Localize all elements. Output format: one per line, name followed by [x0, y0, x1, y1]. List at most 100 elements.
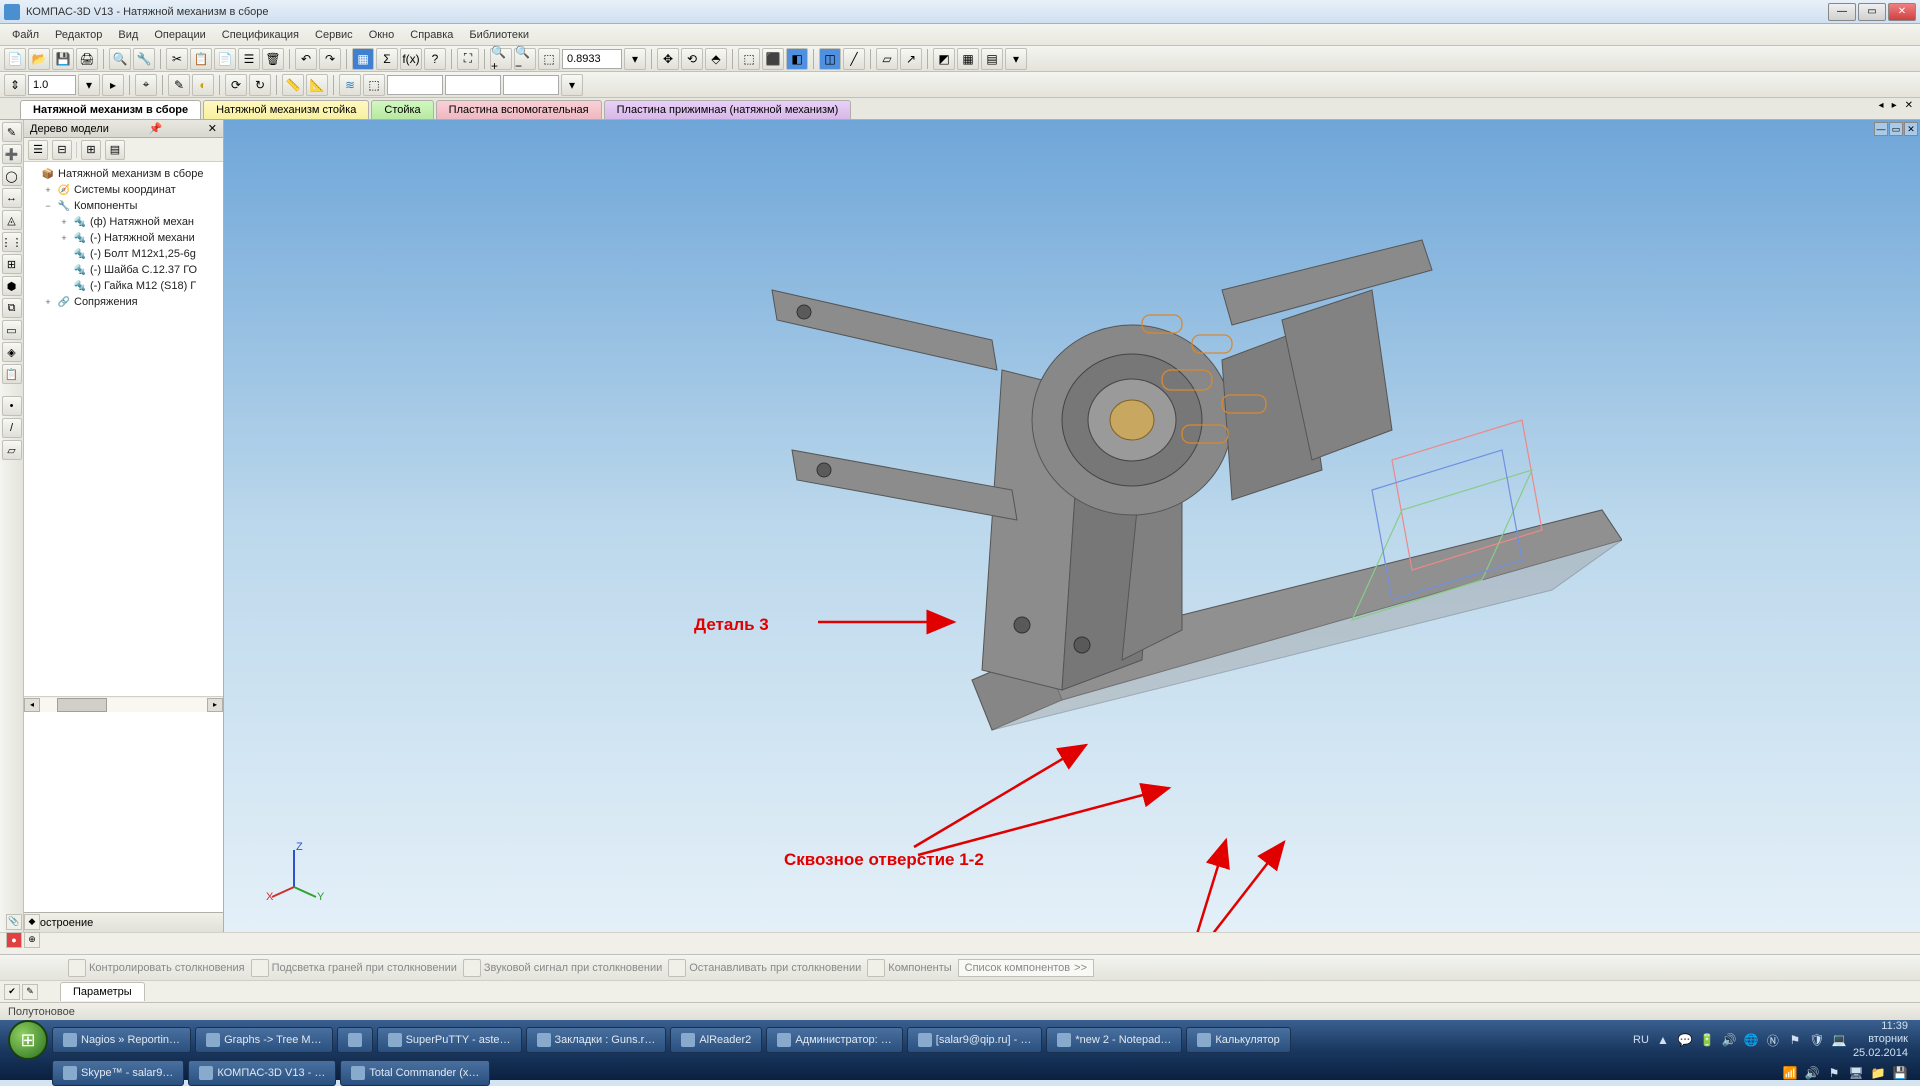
open-icon[interactable]: 📂: [28, 48, 50, 70]
chevron-down-icon[interactable]: ▾: [624, 48, 646, 70]
tree-node[interactable]: +🔩(-) Натяжной механи: [26, 230, 221, 246]
opt-components[interactable]: Компоненты: [867, 959, 951, 977]
move-icon[interactable]: ✥: [657, 48, 679, 70]
tree-view1-icon[interactable]: ☰: [28, 140, 48, 160]
opt-ic2[interactable]: ◆: [24, 914, 40, 930]
copy-icon[interactable]: 📋: [190, 48, 212, 70]
properties-icon[interactable]: ☰: [238, 48, 260, 70]
spatial-icon[interactable]: ⬢: [2, 276, 22, 296]
task-button[interactable]: Nagios » Reportin…: [52, 1027, 191, 1053]
vp-min-icon[interactable]: —: [1874, 122, 1888, 136]
tree-view3-icon[interactable]: ⊞: [81, 140, 101, 160]
sketch-icon[interactable]: ✎: [168, 74, 190, 96]
opt-stop[interactable]: Останавливать при столкновении: [668, 959, 861, 977]
param-icon[interactable]: ✎: [22, 984, 38, 1000]
wireframe-icon[interactable]: ⬚: [738, 48, 760, 70]
menu-libs[interactable]: Библиотеки: [461, 26, 537, 44]
layers-icon[interactable]: ▤: [981, 48, 1003, 70]
simplify-icon[interactable]: ▦: [957, 48, 979, 70]
tray-icon[interactable]: ⚑: [1826, 1065, 1842, 1081]
zoom-window-icon[interactable]: ⬚: [538, 48, 560, 70]
task-button[interactable]: AlReader2: [670, 1027, 762, 1053]
tray-icon[interactable]: 💻: [1831, 1032, 1847, 1048]
minimize-button[interactable]: —: [1828, 3, 1856, 21]
clock[interactable]: 11:39 вторник 25.02.2014: [1853, 1020, 1908, 1060]
grid-icon[interactable]: ▦: [352, 48, 374, 70]
apply-icon[interactable]: ✔: [4, 984, 20, 1000]
lang-indicator[interactable]: RU: [1633, 1034, 1649, 1046]
scroll-thumb[interactable]: [57, 698, 107, 712]
close-tree-icon[interactable]: ✕: [208, 122, 217, 135]
field3[interactable]: [503, 75, 559, 95]
chevron-down-icon[interactable]: ▾: [78, 74, 100, 96]
zoom-input[interactable]: [562, 49, 622, 69]
task-button[interactable]: Администратор: …: [766, 1027, 902, 1053]
filter-edge-icon[interactable]: /: [2, 418, 22, 438]
tray-icon[interactable]: 🔊: [1804, 1065, 1820, 1081]
preview-icon[interactable]: 🔍: [109, 48, 131, 70]
more-icon[interactable]: ▾: [1005, 48, 1027, 70]
opt-highlight[interactable]: Подсветка граней при столкновении: [251, 959, 457, 977]
edges-icon[interactable]: ╱: [843, 48, 865, 70]
redo-icon[interactable]: ↷: [319, 48, 341, 70]
tray-icon[interactable]: 💾: [1892, 1065, 1908, 1081]
more2-icon[interactable]: ▾: [561, 74, 583, 96]
tree-node[interactable]: 🔩(-) Гайка М12 (S18) Г: [26, 278, 221, 294]
parameters-tab[interactable]: Параметры: [60, 982, 145, 1001]
doc-tab[interactable]: Пластина вспомогательная: [436, 100, 602, 119]
menu-edit[interactable]: Редактор: [47, 26, 110, 44]
opt-collision[interactable]: Контролировать столкновения: [68, 959, 245, 977]
section-icon[interactable]: ◩: [933, 48, 955, 70]
tray-icon[interactable]: 🖥: [1848, 1065, 1864, 1081]
tree-bottom-tab[interactable]: Построение: [24, 912, 223, 932]
tray-icon[interactable]: 💬: [1677, 1032, 1693, 1048]
undo-icon[interactable]: ↶: [295, 48, 317, 70]
elements-icon[interactable]: ◈: [2, 342, 22, 362]
fx-icon[interactable]: f(x): [400, 48, 422, 70]
task-button[interactable]: КОМПАС-3D V13 - …: [188, 1060, 336, 1086]
vp-max-icon[interactable]: ▭: [1889, 122, 1903, 136]
filter-vertex-icon[interactable]: •: [2, 396, 22, 416]
pin-icon[interactable]: 📌: [148, 122, 162, 135]
constraint-icon[interactable]: ◐: [192, 74, 214, 96]
orient-icon[interactable]: ⬘: [705, 48, 727, 70]
task-button[interactable]: Калькулятор: [1186, 1027, 1290, 1053]
rebuild-icon[interactable]: ⟳: [225, 74, 247, 96]
accuracy-icon[interactable]: ⇕: [4, 74, 26, 96]
tab-close-icon[interactable]: ✕: [1902, 100, 1916, 111]
aux-icon[interactable]: ⊞: [2, 254, 22, 274]
sheet-icon[interactable]: ▭: [2, 320, 22, 340]
tree-hscroll[interactable]: ◂ ▸: [24, 696, 223, 712]
tree-node[interactable]: +🔗Сопряжения: [26, 294, 221, 310]
task-button[interactable]: Graphs -> Tree M…: [195, 1027, 333, 1053]
tree-view2-icon[interactable]: ⊟: [52, 140, 72, 160]
task-button[interactable]: Skype™ - salar9…: [52, 1060, 184, 1086]
doc-tab[interactable]: Натяжной механизм в сборе: [20, 100, 201, 119]
delete-icon[interactable]: 🗑: [262, 48, 284, 70]
surface-icon[interactable]: ◬: [2, 210, 22, 230]
menu-service[interactable]: Сервис: [307, 26, 361, 44]
task-button[interactable]: [337, 1027, 373, 1053]
doc-tab[interactable]: Пластина прижимная (натяжной механизм): [604, 100, 852, 119]
tray-icon[interactable]: 🔋: [1699, 1032, 1715, 1048]
shaded-icon[interactable]: ◧: [786, 48, 808, 70]
rotate-icon[interactable]: ⟲: [681, 48, 703, 70]
vp-close-icon[interactable]: ✕: [1904, 122, 1918, 136]
component-list-field[interactable]: Список компонентов>>: [958, 959, 1094, 977]
geometry-icon[interactable]: ◯: [2, 166, 22, 186]
print-icon[interactable]: 🖨: [76, 48, 98, 70]
add-part-icon[interactable]: ➕: [2, 144, 22, 164]
opt-ic3[interactable]: ●: [6, 932, 22, 948]
tool-icon[interactable]: 🔧: [133, 48, 155, 70]
task-button[interactable]: [salar9@qip.ru] - …: [907, 1027, 1043, 1053]
close-button[interactable]: ✕: [1888, 3, 1916, 21]
scroll-left-icon[interactable]: ◂: [24, 698, 40, 712]
tree-node[interactable]: −🔧Компоненты: [26, 198, 221, 214]
field2[interactable]: [445, 75, 501, 95]
zoom-out-icon[interactable]: 🔍−: [514, 48, 536, 70]
menu-window[interactable]: Окно: [361, 26, 403, 44]
select-icon[interactable]: ⬚: [363, 74, 385, 96]
tray-icon[interactable]: 🛡: [1809, 1032, 1825, 1048]
doc-tab[interactable]: Стойка: [371, 100, 433, 119]
tree-node[interactable]: 🔩(-) Шайба С.12.37 ГО: [26, 262, 221, 278]
